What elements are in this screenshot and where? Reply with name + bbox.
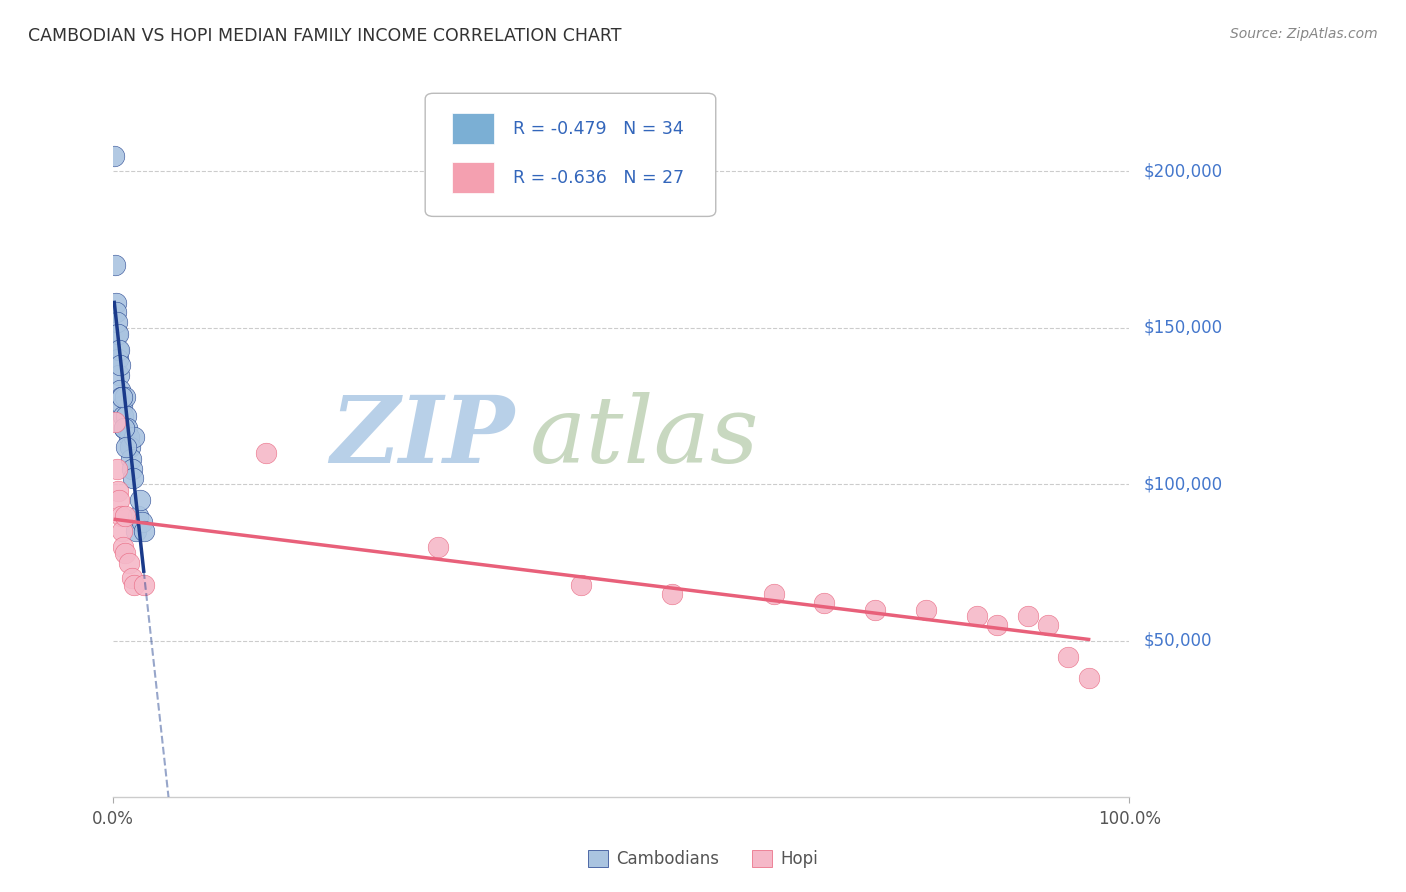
Point — [131, 515, 153, 529]
Point — [104, 258, 127, 272]
Point — [132, 524, 155, 539]
FancyBboxPatch shape — [451, 113, 495, 144]
Point — [762, 587, 785, 601]
Point — [114, 390, 136, 404]
Text: $200,000: $200,000 — [1143, 162, 1222, 180]
Point — [865, 602, 887, 616]
Point — [105, 305, 128, 319]
Point — [1077, 672, 1099, 686]
Point — [254, 446, 277, 460]
Point — [117, 430, 139, 444]
Point — [124, 524, 146, 539]
Point — [110, 390, 132, 404]
Point — [127, 508, 149, 523]
Point — [108, 343, 131, 357]
Point — [105, 295, 128, 310]
Point — [427, 540, 450, 554]
Point — [121, 461, 143, 475]
Point — [117, 421, 139, 435]
Point — [105, 461, 128, 475]
Point — [112, 409, 135, 423]
Point — [110, 384, 132, 398]
Point — [107, 483, 129, 498]
Point — [110, 359, 132, 373]
Point — [118, 440, 141, 454]
Point — [111, 399, 134, 413]
Point — [110, 508, 132, 523]
Point — [115, 409, 138, 423]
Point — [104, 415, 127, 429]
Point — [121, 471, 143, 485]
Point — [114, 546, 136, 560]
Point — [966, 608, 988, 623]
Point — [108, 493, 131, 508]
Text: $50,000: $50,000 — [1143, 632, 1212, 650]
Text: CAMBODIAN VS HOPI MEDIAN FAMILY INCOME CORRELATION CHART: CAMBODIAN VS HOPI MEDIAN FAMILY INCOME C… — [28, 27, 621, 45]
Point — [111, 524, 134, 539]
Text: atlas: atlas — [530, 392, 759, 483]
Text: R = -0.479   N = 34: R = -0.479 N = 34 — [513, 120, 683, 137]
Point — [112, 540, 135, 554]
Text: Source: ZipAtlas.com: Source: ZipAtlas.com — [1230, 27, 1378, 41]
Point — [813, 596, 835, 610]
Point — [1036, 618, 1059, 632]
Point — [114, 421, 136, 435]
Point — [915, 602, 938, 616]
Point — [569, 577, 592, 591]
Point — [986, 618, 1008, 632]
Legend: Cambodians, Hopi: Cambodians, Hopi — [581, 843, 825, 875]
Text: R = -0.636   N = 27: R = -0.636 N = 27 — [513, 169, 683, 186]
Point — [103, 149, 125, 163]
Point — [114, 421, 136, 435]
Point — [128, 493, 150, 508]
FancyBboxPatch shape — [425, 94, 716, 217]
Point — [1057, 649, 1080, 664]
Point — [107, 352, 129, 367]
Point — [108, 368, 131, 382]
Text: $100,000: $100,000 — [1143, 475, 1222, 493]
FancyBboxPatch shape — [451, 162, 495, 193]
Point — [121, 571, 143, 585]
Point — [115, 440, 138, 454]
Point — [105, 327, 128, 342]
Point — [105, 315, 128, 329]
Text: $150,000: $150,000 — [1143, 318, 1222, 337]
Point — [120, 452, 142, 467]
Point — [122, 577, 145, 591]
Text: ZIP: ZIP — [330, 392, 515, 483]
Point — [117, 556, 139, 570]
Point — [107, 343, 129, 357]
Point — [661, 587, 683, 601]
Point — [114, 508, 136, 523]
Point — [1017, 608, 1039, 623]
Point — [111, 390, 134, 404]
Point — [122, 430, 145, 444]
Point — [107, 327, 129, 342]
Point — [132, 577, 155, 591]
